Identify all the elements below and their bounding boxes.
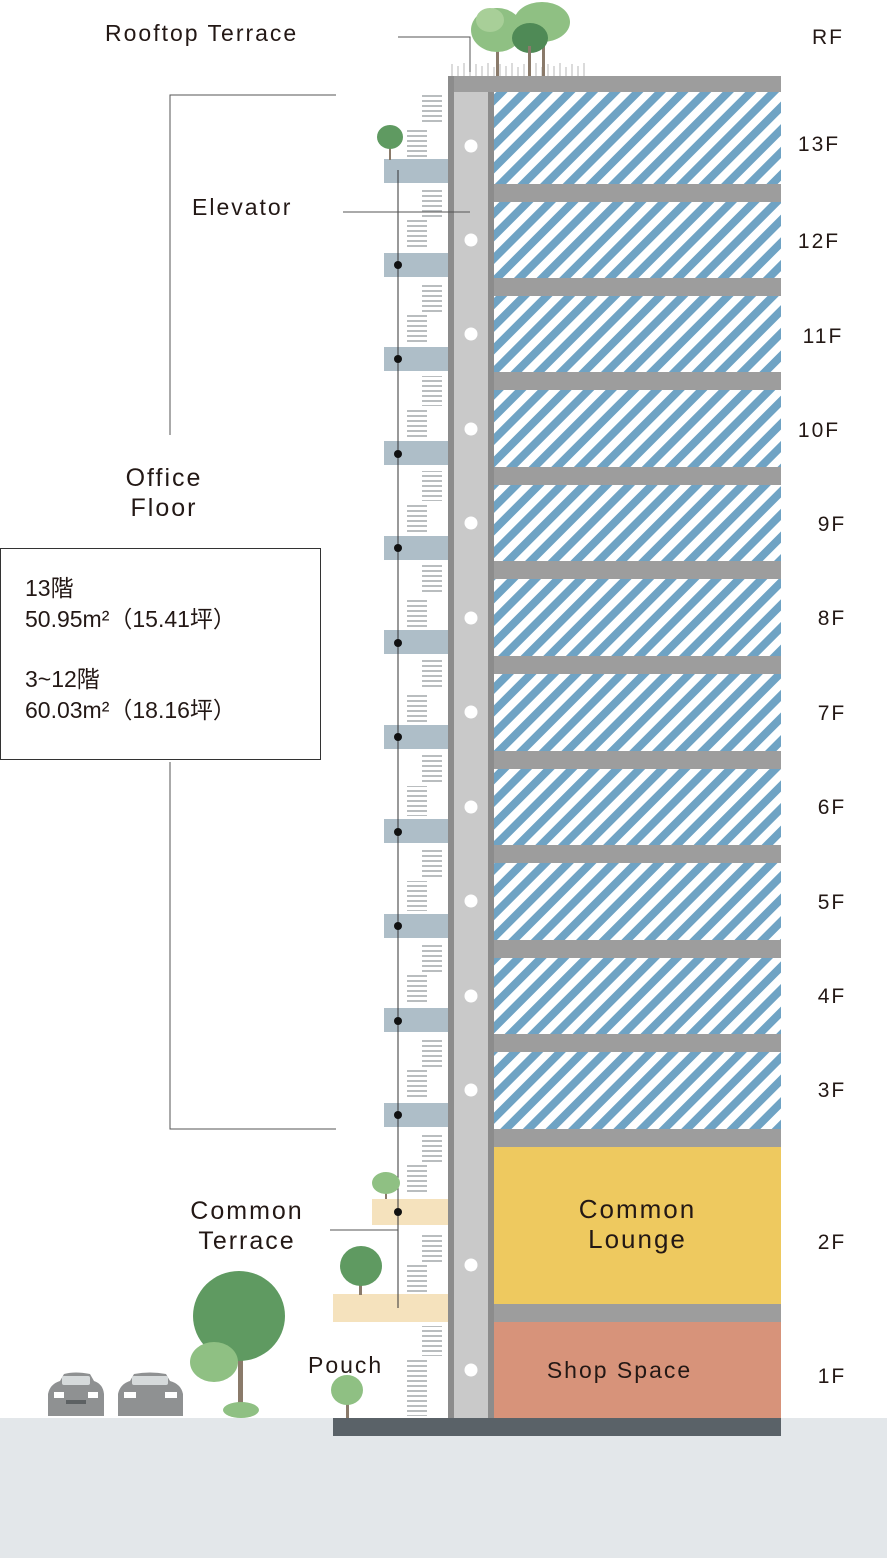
slab-12f [494,278,781,296]
floor-label-8f: 8F [817,607,847,630]
floor-label-1f: 1F [817,1365,847,1388]
office-10f [494,390,781,467]
rooftop-terrace-label: Rooftop Terrace [105,20,299,46]
floor-label-7f: 7F [817,702,847,725]
terrace-tree-lower [340,1246,382,1295]
floor-label-9f: 9F [817,513,847,536]
floor-label-5f: 5F [817,891,847,914]
floor-label-12f: 12F [797,230,841,253]
elevator-shaft [454,92,488,1418]
floor-label-10f: 10F [797,419,841,442]
slab-7f [494,751,781,769]
elevator-dots [464,139,478,1377]
floor-label-rf: RF [812,26,844,49]
street-tree [190,1271,285,1418]
slab-10f [494,467,781,485]
common-lounge-line1: Common [578,1194,697,1224]
staircase-louvers [407,95,442,1416]
car-1 [48,1372,104,1416]
floor13-title: 13階 [25,575,74,601]
slab-8f [494,656,781,674]
office-floor-line1: Office [125,464,203,492]
office-9f [494,485,781,561]
floor-label-4f: 4F [817,985,847,1008]
office-area-info-box: 13階 50.95m²（15.41坪） 3~12階 60.03m²（18.16坪… [0,548,321,760]
common-terrace-label: Common Terrace [172,1196,322,1256]
elevator-label: Elevator [192,194,293,220]
common-terrace-line1: Common [190,1197,304,1225]
green-wire-dots [394,261,402,1216]
floor-label-13f: 13F [797,133,841,156]
outer-wall [448,76,454,1418]
office-floor-label: Office Floor [105,463,223,523]
rooftop-trees [471,2,570,76]
office-4f [494,958,781,1034]
office-floors [494,92,781,1147]
shop-space [494,1322,781,1418]
common-lounge-label: Common Lounge [494,1194,781,1254]
slab-11f [494,372,781,390]
office-floor-line2: Floor [130,494,198,522]
shop-space-label: Shop Space [546,1357,693,1383]
office-11f [494,296,781,372]
car-2 [118,1372,183,1416]
rooftop-grass [451,63,585,76]
slab-3f [494,1129,781,1147]
slab-2f [494,1304,781,1322]
foundation [333,1418,781,1436]
office-12f [494,202,781,278]
office-3f [494,1052,781,1129]
common-terrace-line2: Terrace [198,1227,296,1255]
ground [0,1418,887,1558]
terrace-lower [333,1294,448,1322]
common-lounge [494,1147,781,1304]
office-13f [494,92,781,184]
balcony-tree-13f [377,125,403,160]
office-5f [494,863,781,940]
office-8f [494,579,781,656]
slab-6f [494,845,781,863]
slab-5f [494,940,781,958]
office-7f [494,674,781,751]
roof-slab [448,76,781,92]
floors3to12-title: 3~12階 [25,666,100,692]
slab-9f [494,561,781,579]
floor-label-2f: 2F [817,1231,847,1254]
floor13-area: 50.95m²（15.41坪） [25,606,236,632]
pouch-tree [331,1375,363,1418]
leader-lines [169,36,471,1231]
floor-label-11f: 11F [802,325,844,348]
office-6f [494,769,781,845]
pouch-label: Pouch [308,1352,384,1378]
slab-4f [494,1034,781,1052]
terrace-upper [372,1199,448,1225]
floor-label-3f: 3F [817,1079,847,1102]
common-lounge-line2: Lounge [588,1224,687,1254]
floor-label-6f: 6F [817,796,847,819]
shaft-wall [488,92,494,1418]
slab-13f [494,184,781,202]
terrace-tree-upper [372,1172,400,1199]
floors3to12-area: 60.03m²（18.16坪） [25,697,236,723]
